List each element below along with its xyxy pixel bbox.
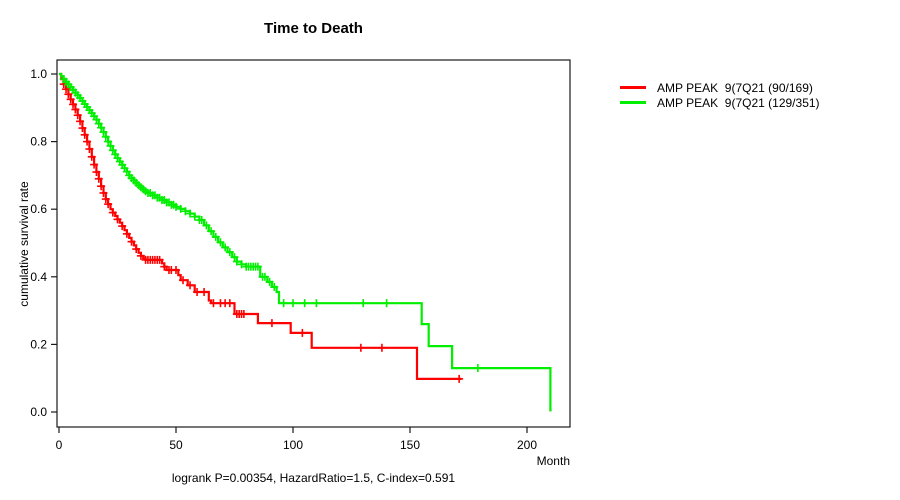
- legend-label-red: AMP PEAK 9(7Q21 (90/169): [657, 80, 813, 95]
- y-tick-label: 0.2: [30, 337, 47, 351]
- y-tick-label: 1.0: [30, 67, 47, 81]
- legend-line-green-icon: [620, 101, 646, 104]
- y-axis-label: cumulative survival rate: [17, 181, 31, 307]
- legend-label-green: AMP PEAK 9(7Q21 (129/351): [657, 95, 820, 110]
- x-tick-label: 0: [56, 438, 63, 452]
- y-tick-label: 0.4: [30, 270, 47, 284]
- legend-line-red-icon: [620, 86, 646, 89]
- x-tick-label: 200: [517, 438, 537, 452]
- y-tick-label: 0.8: [30, 135, 47, 149]
- chart-title: Time to Death: [264, 20, 363, 37]
- plot-frame: [56, 59, 571, 428]
- legend: AMP PEAK 9(7Q21 (90/169) AMP PEAK 9(7Q21…: [620, 80, 820, 110]
- x-tick-label: 100: [283, 438, 303, 452]
- x-tick-label: 50: [169, 438, 183, 452]
- legend-item-red: AMP PEAK 9(7Q21 (90/169): [620, 80, 820, 95]
- legend-item-green: AMP PEAK 9(7Q21 (129/351): [620, 95, 820, 110]
- x-tick-label: 150: [400, 438, 420, 452]
- y-tick-label: 0.0: [30, 405, 47, 419]
- y-tick-label: 0.6: [30, 202, 47, 216]
- x-axis-label: Month: [536, 454, 570, 468]
- stats-annotation: logrank P=0.00354, HazardRatio=1.5, C-in…: [171, 471, 456, 485]
